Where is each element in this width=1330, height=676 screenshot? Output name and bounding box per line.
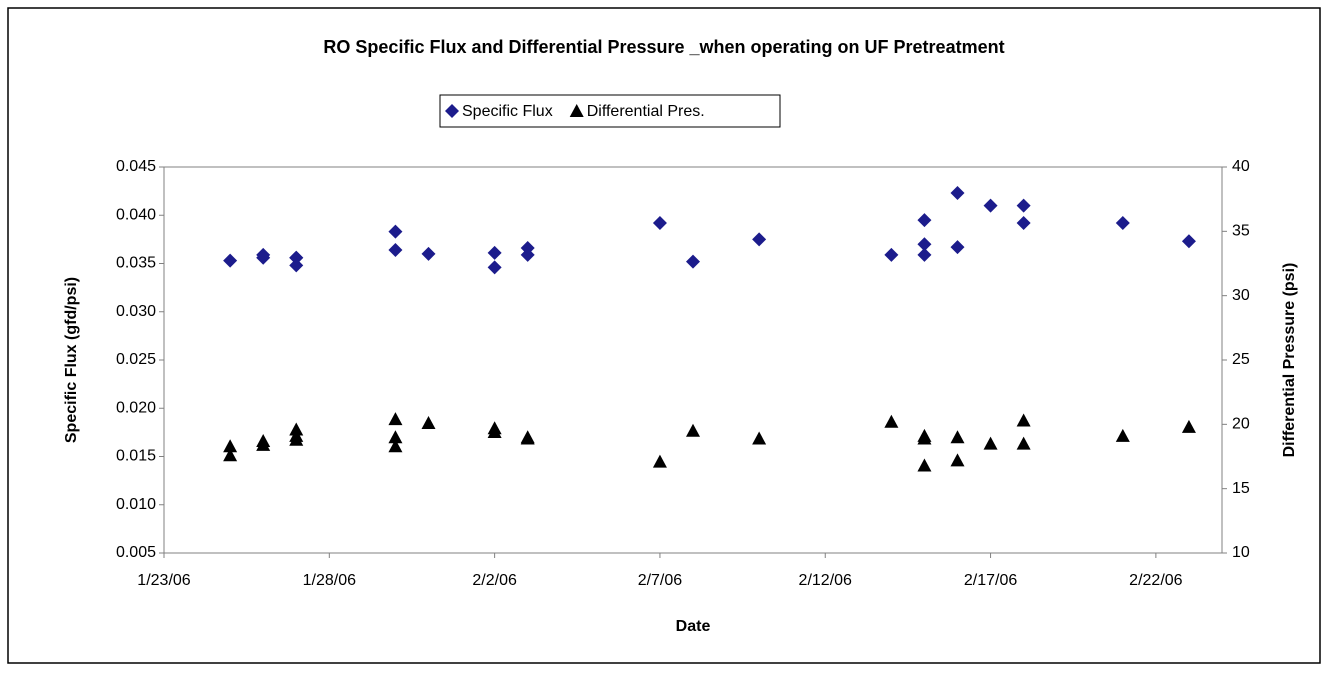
diamond-marker xyxy=(445,104,459,118)
diamond-marker xyxy=(983,198,998,213)
diamond-marker xyxy=(256,247,271,262)
triangle-marker xyxy=(1181,419,1196,433)
diamond-marker xyxy=(289,258,304,273)
y2-tick-label: 40 xyxy=(1232,158,1250,175)
diamond-marker xyxy=(487,245,502,260)
diamond-marker xyxy=(520,241,535,256)
y-tick-label: 0.005 xyxy=(116,544,156,561)
y-tick-label: 0.020 xyxy=(116,399,156,416)
diamond-marker xyxy=(1016,198,1031,213)
diamond-marker xyxy=(884,247,899,262)
diamond-marker xyxy=(752,232,767,247)
triangle-marker xyxy=(884,414,899,428)
y2-axis-label: Differential Pressure (psi) xyxy=(1281,263,1298,458)
triangle-marker xyxy=(421,416,436,430)
triangle-marker xyxy=(520,431,535,445)
diamond-marker xyxy=(289,250,304,265)
chart-title: RO Specific Flux and Differential Pressu… xyxy=(323,37,1004,57)
diamond-marker xyxy=(917,237,932,252)
x-tick-label: 2/17/06 xyxy=(964,572,1017,589)
triangle-marker xyxy=(569,104,584,117)
y2-tick-label: 30 xyxy=(1232,287,1250,304)
diamond-marker xyxy=(917,213,932,228)
x-tick-label: 2/7/06 xyxy=(638,572,683,589)
diamond-marker xyxy=(1181,234,1196,249)
triangle-marker xyxy=(388,430,403,444)
triangle-marker xyxy=(223,448,238,462)
triangle-marker xyxy=(256,434,271,448)
legend-box xyxy=(439,94,781,128)
diamond-marker xyxy=(1115,215,1130,230)
triangle-marker xyxy=(1016,436,1031,450)
diamond-marker xyxy=(223,253,238,268)
triangle-marker xyxy=(487,425,502,439)
y2-tick-label: 25 xyxy=(1232,351,1250,368)
x-tick-label: 2/12/06 xyxy=(799,572,852,589)
y-tick-label: 0.035 xyxy=(116,255,156,272)
diamond-marker xyxy=(421,246,436,261)
diamond-marker xyxy=(487,260,502,275)
triangle-marker xyxy=(950,430,965,444)
triangle-marker xyxy=(1115,428,1130,442)
x-axis-label: Date xyxy=(676,618,711,635)
triangle-marker xyxy=(1016,413,1031,427)
plot-area xyxy=(163,166,1223,554)
triangle-marker xyxy=(752,431,767,445)
y2-tick-label: 35 xyxy=(1232,223,1250,240)
x-tick-label: 1/23/06 xyxy=(137,572,190,589)
diamond-marker xyxy=(388,224,403,239)
legend-label: Specific Flux xyxy=(462,103,553,120)
diamond-marker xyxy=(917,247,932,262)
x-tick-label: 2/2/06 xyxy=(472,572,517,589)
triangle-marker xyxy=(652,454,667,468)
y-tick-label: 0.030 xyxy=(116,303,156,320)
triangle-marker xyxy=(686,423,700,437)
triangle-marker xyxy=(289,428,304,442)
triangle-marker xyxy=(917,428,932,442)
y-tick-label: 0.040 xyxy=(116,206,156,223)
x-tick-label: 1/28/06 xyxy=(303,572,356,589)
diamond-marker xyxy=(652,215,667,230)
y2-tick-label: 10 xyxy=(1232,544,1250,561)
diamond-marker xyxy=(950,186,965,201)
y2-tick-label: 20 xyxy=(1232,416,1250,433)
triangle-marker xyxy=(388,412,403,426)
triangle-marker xyxy=(223,439,238,453)
diamond-marker xyxy=(686,254,700,269)
diamond-marker xyxy=(388,242,403,257)
y-tick-label: 0.010 xyxy=(116,496,156,513)
legend-label: Differential Pres. xyxy=(587,103,705,120)
triangle-marker xyxy=(950,453,965,467)
diamond-marker xyxy=(1016,215,1031,230)
diamond-marker xyxy=(950,240,965,255)
y-tick-label: 0.045 xyxy=(116,158,156,175)
x-tick-label: 2/22/06 xyxy=(1129,572,1182,589)
triangle-marker xyxy=(983,436,998,450)
triangle-marker xyxy=(388,439,403,453)
y-tick-label: 0.015 xyxy=(116,448,156,465)
y-tick-label: 0.025 xyxy=(116,351,156,368)
triangle-marker xyxy=(917,458,932,472)
y-axis-label: Specific Flux (gfd/psi) xyxy=(63,277,80,443)
y2-tick-label: 15 xyxy=(1232,480,1250,497)
